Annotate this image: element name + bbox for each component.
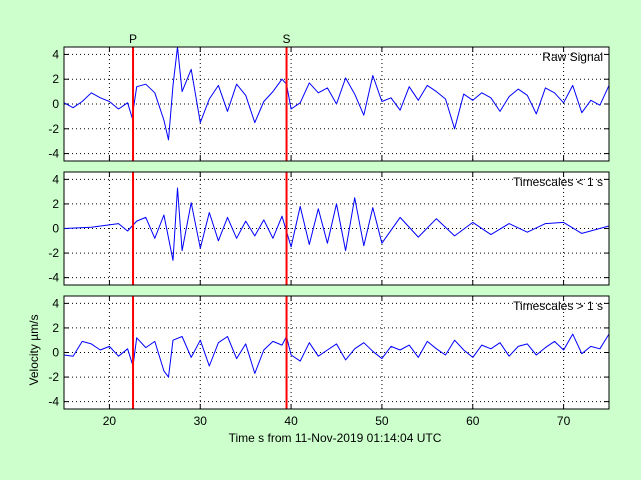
xtick-label: 50	[375, 414, 389, 428]
panels-group: -4 -2 0 2 4 Raw Signal -4 -2 0 2 4 Timescales < 1 s…	[48, 46, 610, 428]
short-timescales-trace	[64, 187, 609, 261]
raw-signal-ytick-label: 2	[52, 72, 59, 86]
short-timescales-axes-frame	[63, 171, 610, 286]
raw-signal-trace	[64, 47, 609, 141]
long-timescales-trace	[64, 333, 609, 378]
short-timescales-ytick-label: 0	[52, 222, 59, 236]
long-timescales-panel: -4 -2 0 2 4 Timescales > 1 s 20 30 40 50 60 70	[48, 295, 610, 428]
xtick-label: 30	[194, 414, 208, 428]
raw-signal-ytick-label: 0	[52, 97, 59, 111]
raw-signal-ytick-label: 4	[52, 47, 59, 61]
xtick-label: 40	[284, 414, 298, 428]
phase-s-label: S	[283, 32, 291, 46]
y-axis-label: Velocity µm/s	[27, 315, 41, 386]
raw-signal-axes-frame	[63, 46, 610, 162]
raw-signal-ytick-label: -2	[48, 122, 59, 136]
long-timescales-ytick-label: 4	[52, 296, 59, 310]
long-timescales-ytick-label: 2	[52, 321, 59, 335]
long-timescales-axes-frame	[63, 295, 610, 410]
long-timescales-ytick-label: -4	[48, 395, 59, 409]
raw-signal-label: Raw Signal	[542, 50, 603, 64]
phase-p-label: P	[129, 32, 137, 46]
xtick-label: 60	[466, 414, 480, 428]
long-timescales-ytick-label: -2	[48, 370, 59, 384]
short-timescales-label: Timescales < 1 s	[513, 175, 603, 189]
long-timescales-label: Timescales > 1 s	[513, 299, 603, 313]
x-axis-label: Time s from 11-Nov-2019 01:14:04 UTC	[229, 431, 442, 445]
raw-signal-panel: -4 -2 0 2 4 Raw Signal	[48, 46, 610, 162]
short-timescales-ytick-label: -4	[48, 271, 59, 285]
short-timescales-panel: -4 -2 0 2 4 Timescales < 1 s	[48, 171, 610, 286]
short-timescales-ytick-label: 2	[52, 197, 59, 211]
long-timescales-ytick-label: 0	[52, 346, 59, 360]
raw-signal-ytick-label: -4	[48, 147, 59, 161]
xtick-label: 20	[103, 414, 117, 428]
short-timescales-ytick-label: 4	[52, 172, 59, 186]
short-timescales-ytick-label: -2	[48, 246, 59, 260]
xtick-label: 70	[557, 414, 571, 428]
